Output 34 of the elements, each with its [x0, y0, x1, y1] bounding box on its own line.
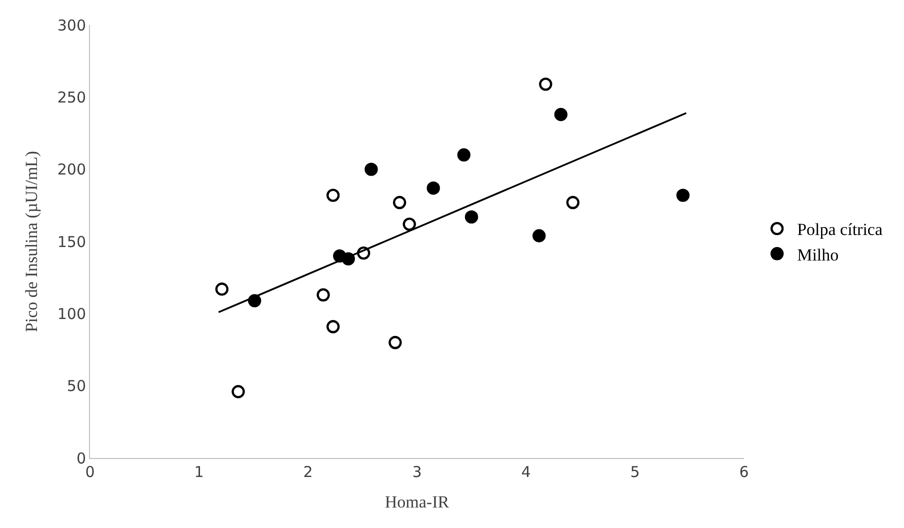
x-axis-title: Homa-IR	[384, 492, 450, 512]
x-tick-label: 3	[412, 463, 422, 481]
y-tick-label: 50	[66, 377, 86, 396]
point	[539, 78, 552, 91]
point	[566, 196, 580, 210]
x-tick-label: 5	[630, 463, 640, 481]
point	[388, 336, 402, 350]
y-tick-label: 200	[57, 160, 86, 179]
point	[232, 385, 245, 398]
x-tick-label: 2	[303, 463, 313, 481]
legend-label: Polpa cítrica	[797, 220, 883, 240]
point	[554, 108, 568, 122]
y-tick-label: 250	[57, 88, 86, 106]
point	[464, 210, 478, 224]
point	[457, 148, 470, 162]
point	[402, 218, 416, 231]
x-tick-label: 6	[739, 463, 749, 481]
point	[326, 188, 340, 202]
point	[364, 162, 378, 176]
point	[532, 229, 546, 242]
y-axis-title: Pico de Insulina (µUI/mL)	[22, 150, 41, 332]
y-tick-label: 300	[57, 16, 86, 34]
legend-label: Milho	[797, 245, 839, 264]
point	[316, 288, 330, 302]
point	[426, 182, 440, 195]
y-tick-label: 100	[57, 304, 86, 323]
point	[215, 282, 228, 296]
x-tick-label: 4	[521, 463, 531, 481]
y-tick-label: 150	[57, 232, 86, 251]
x-tick-label: 1	[194, 463, 204, 481]
point	[676, 188, 690, 202]
point	[392, 196, 406, 210]
point	[326, 320, 340, 334]
y-tick-label: 0	[76, 449, 86, 468]
